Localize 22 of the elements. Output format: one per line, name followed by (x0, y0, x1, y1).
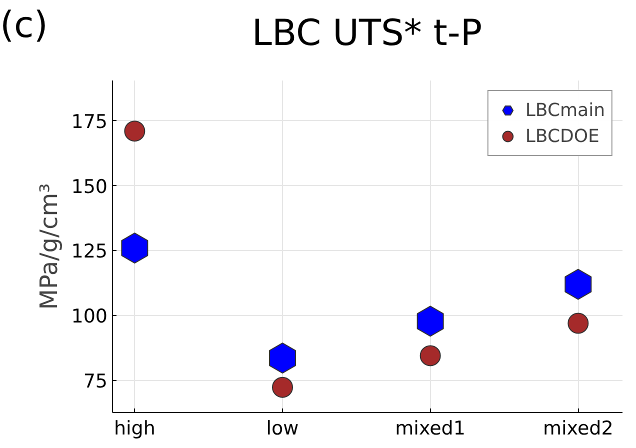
y-tick-label: 75 (83, 370, 108, 392)
y-tick-label: 150 (71, 176, 108, 198)
point (121, 232, 148, 264)
y-axis-title: MPa/g/cm³ (35, 183, 64, 310)
x-tick-label: mixed2 (543, 418, 614, 440)
x-tick-label: high (114, 418, 156, 440)
y-tick-label: 125 (71, 240, 108, 263)
x-tick-label: mixed1 (395, 418, 466, 440)
point (124, 120, 146, 142)
point (568, 312, 589, 334)
point (269, 342, 296, 374)
point (564, 268, 592, 300)
point (272, 376, 293, 398)
text: (c) (0, 4, 48, 48)
chart-title: LBC UTS* t-P (250, 12, 484, 56)
point (420, 345, 441, 366)
y-tick-label: 100 (71, 305, 108, 328)
legend-label: LBCmain (525, 98, 605, 122)
x-tick-label: low (266, 418, 299, 440)
legend-label: LBCDOE (525, 124, 600, 148)
y-tick-label: 175 (71, 110, 108, 133)
point (416, 306, 444, 337)
